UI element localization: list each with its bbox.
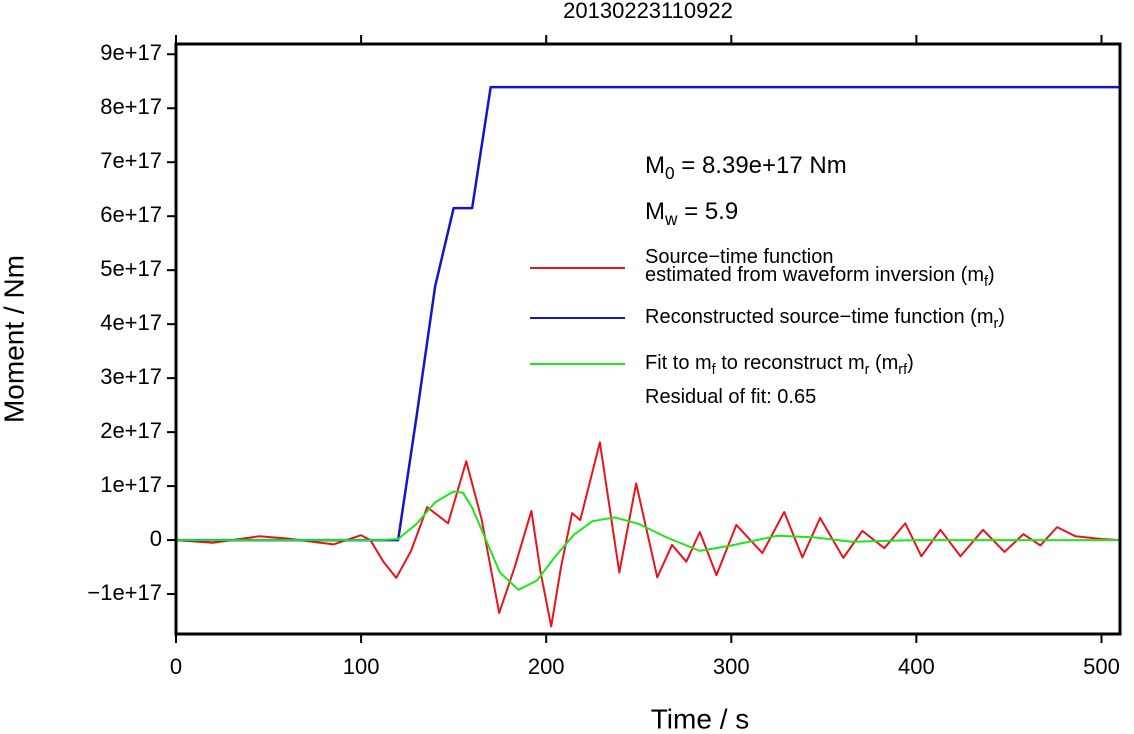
y-tick-label: 3e+17 — [100, 364, 162, 389]
subscript: w — [664, 209, 678, 229]
text-part: ) — [907, 352, 914, 374]
y-tick-label: 1e+17 — [100, 472, 162, 497]
text-part: Source−time function — [645, 246, 833, 268]
x-tick-label: 200 — [528, 654, 565, 679]
y-tick-label: 2e+17 — [100, 418, 162, 443]
text-part: = 8.39e+17 Nm — [675, 152, 847, 179]
annotation: Residual of fit: 0.65 — [645, 386, 816, 408]
x-tick-label: 0 — [170, 654, 182, 679]
x-tick-label: 100 — [343, 654, 380, 679]
subscript: r — [994, 316, 999, 332]
text-part: = 5.9 — [677, 198, 738, 225]
y-tick-label: 7e+17 — [100, 148, 162, 173]
legend-label: Fit to mf to reconstruct mr (mrf) — [645, 352, 914, 378]
text-part: estimated from waveform inversion (m — [645, 264, 984, 286]
plot-area — [176, 85, 1120, 628]
text-part: Reconstructed source−time function (m — [645, 306, 994, 328]
text-part: ) — [988, 264, 995, 286]
y-axis-label: Moment / Nm — [0, 255, 29, 423]
y-tick-label: 9e+17 — [100, 40, 162, 65]
text-part: Fit to m — [645, 352, 712, 374]
subscript: r — [865, 362, 870, 378]
y-tick-label: 0 — [150, 526, 162, 551]
x-tick-label: 300 — [713, 654, 750, 679]
text-part: (m — [869, 352, 898, 374]
text-part: ) — [998, 306, 1005, 328]
x-axis-label: Time / s — [651, 703, 750, 734]
series-line — [176, 490, 1120, 591]
text-part: to reconstruct m — [716, 352, 865, 374]
annotation: Mw = 5.9 — [645, 198, 738, 228]
y-tick-label: 6e+17 — [100, 202, 162, 227]
x-tick-label: 500 — [1083, 654, 1120, 679]
y-tick-label: 4e+17 — [100, 310, 162, 335]
text-part: M — [645, 152, 665, 179]
subscript: f — [712, 362, 717, 378]
y-tick-label: 5e+17 — [100, 256, 162, 281]
annotation: M0 = 8.39e+17 Nm — [645, 152, 847, 182]
plot-frame — [174, 42, 1122, 636]
series-line — [176, 85, 1120, 542]
text-part: M — [645, 198, 665, 225]
legend-label: estimated from waveform inversion (mf) — [645, 264, 995, 290]
subscript: 0 — [665, 163, 675, 183]
legend-label: Reconstructed source−time function (mr) — [645, 306, 1005, 332]
x-tick-label: 400 — [898, 654, 935, 679]
series-line — [176, 441, 1120, 628]
y-tick-label: −1e+17 — [87, 580, 162, 605]
text-part: Residual of fit: 0.65 — [645, 386, 816, 408]
chart-title: 20130223110922 — [563, 0, 733, 23]
y-tick-label: 8e+17 — [100, 94, 162, 119]
subscript: rf — [898, 362, 908, 378]
subscript: f — [984, 274, 989, 290]
legend-label: Source−time function — [645, 246, 833, 268]
